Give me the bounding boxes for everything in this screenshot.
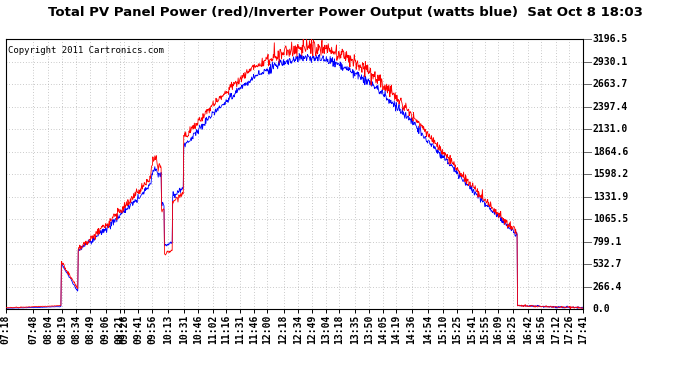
Text: Copyright 2011 Cartronics.com: Copyright 2011 Cartronics.com	[8, 46, 164, 55]
Text: 1065.5: 1065.5	[593, 214, 628, 224]
Text: Total PV Panel Power (red)/Inverter Power Output (watts blue)  Sat Oct 8 18:03: Total PV Panel Power (red)/Inverter Powe…	[48, 6, 642, 19]
Text: 1598.2: 1598.2	[593, 170, 628, 179]
Text: 532.7: 532.7	[593, 260, 622, 269]
Text: 2930.1: 2930.1	[593, 57, 628, 67]
Text: 799.1: 799.1	[593, 237, 622, 247]
Text: 2663.7: 2663.7	[593, 80, 628, 89]
Text: 266.4: 266.4	[593, 282, 622, 292]
Text: 2397.4: 2397.4	[593, 102, 628, 112]
Text: 1864.6: 1864.6	[593, 147, 628, 157]
Text: 3196.5: 3196.5	[593, 34, 628, 44]
Text: 1331.9: 1331.9	[593, 192, 628, 202]
Text: 2131.0: 2131.0	[593, 124, 628, 134]
Text: 0.0: 0.0	[593, 304, 611, 314]
